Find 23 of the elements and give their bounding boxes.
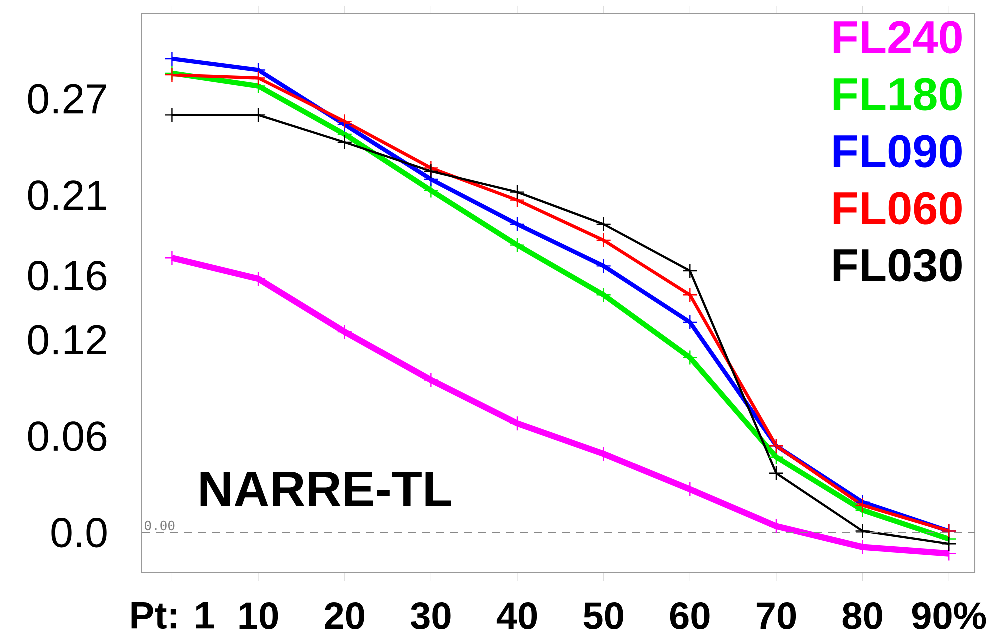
text: FL180 [834,78,962,111]
x-tick-label: 70 [756,602,796,630]
x-tick-label: 40 [496,602,538,630]
text: FL240 [834,21,962,54]
y-tick-label: 0.12 [28,325,106,355]
y-tick-label: 0.21 [28,180,106,210]
x-tick-label: 90% [912,602,986,630]
annotation: NARRE-TL [200,472,452,506]
x-tick-label: 20 [325,602,364,630]
x-tick-label: 80 [842,602,882,630]
text: FL090 [834,135,962,168]
x-tick-label: 50 [584,602,624,630]
y-tick-label: 0.16 [28,260,107,291]
y-tick-label: 0.27 [28,84,106,114]
x-tick-label: 30 [410,602,451,630]
text: FL060 [834,192,962,225]
x-tick-label: 60 [670,602,710,630]
x-tick-label: Pt: 1 [132,602,214,630]
y-tick-label: 0.06 [28,422,107,452]
ref-line-label: 0.00 [145,520,175,531]
text: FL030 [834,249,962,282]
y-tick-label: 0.0 [52,518,107,548]
x-tick-label: 10 [240,602,278,630]
